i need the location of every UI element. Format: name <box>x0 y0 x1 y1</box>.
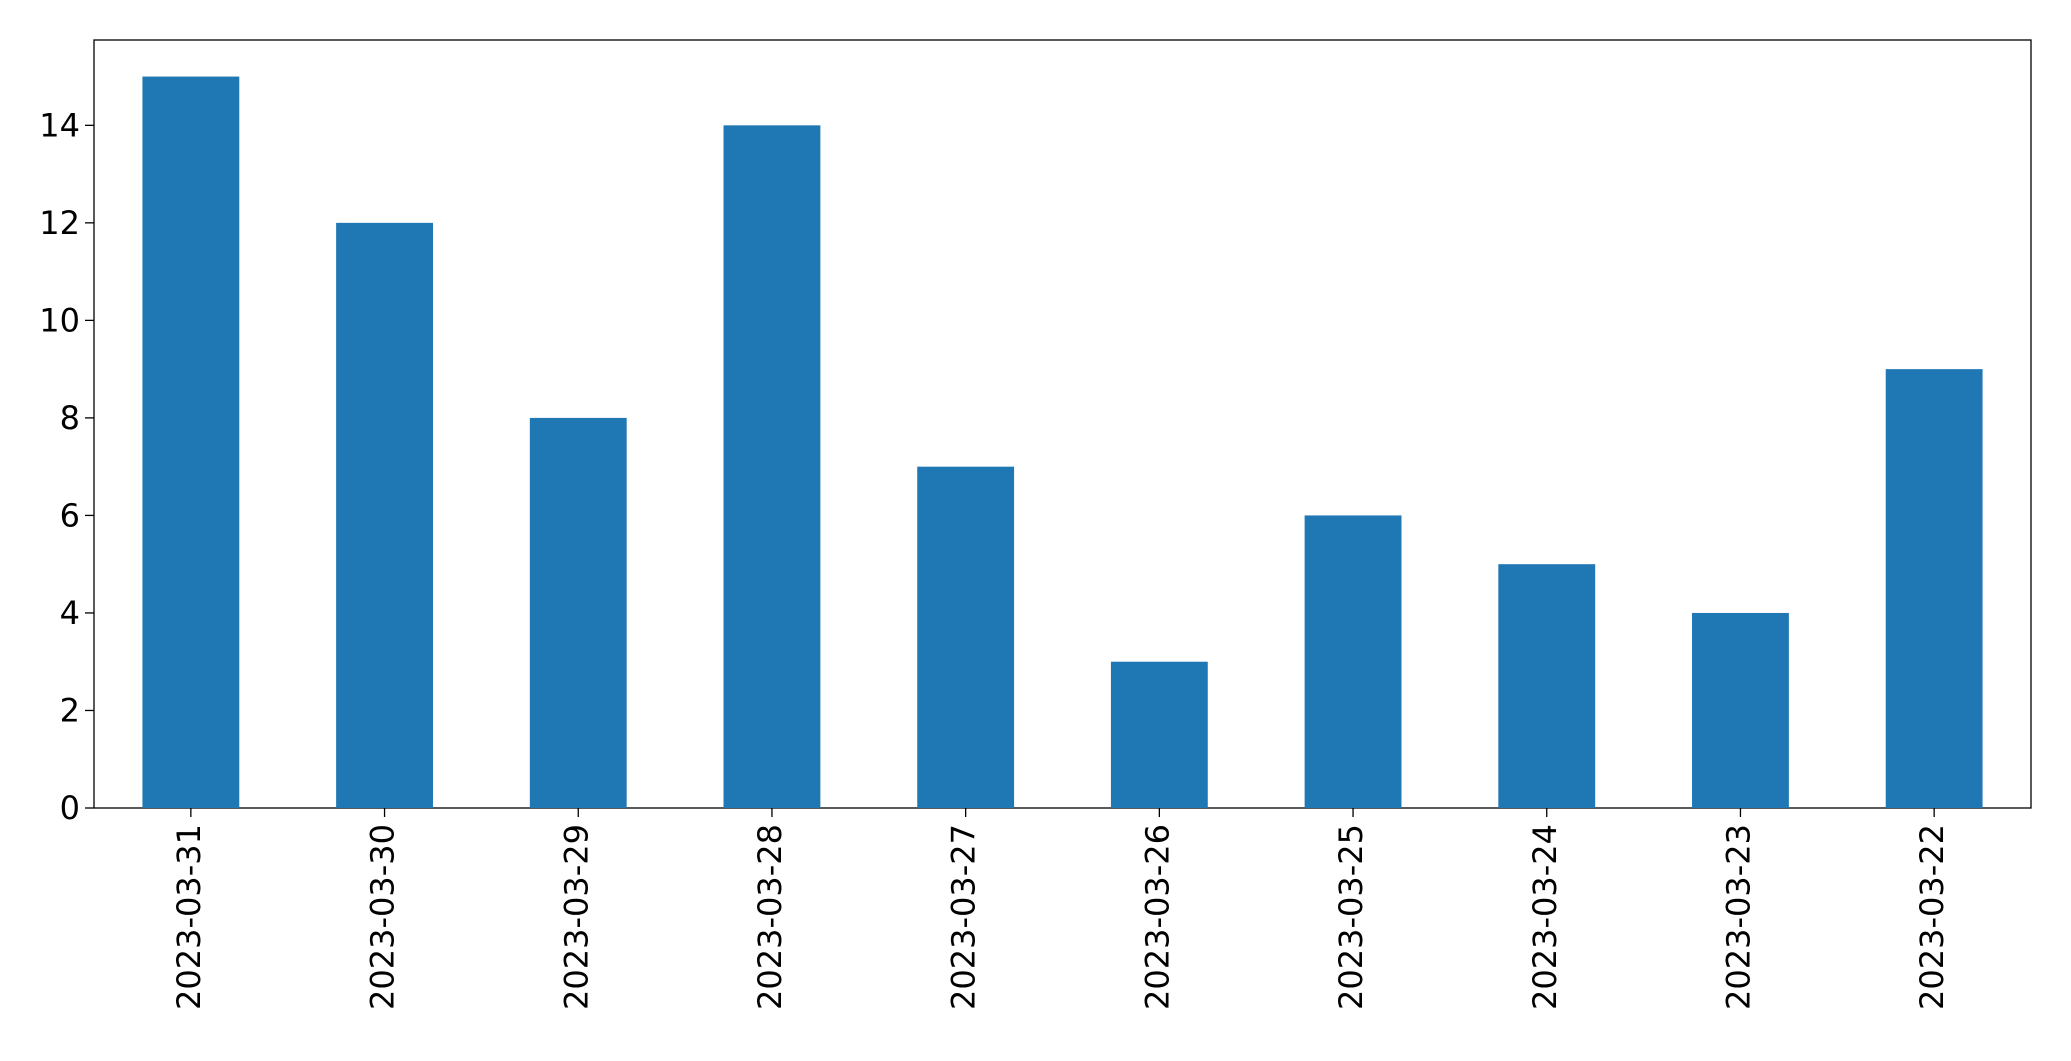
x-tick-label: 2023-03-23 <box>1719 824 1757 1010</box>
y-tick-label: 2 <box>60 691 80 729</box>
bar <box>1498 564 1596 808</box>
x-tick-label: 2023-03-31 <box>170 824 208 1010</box>
bar <box>336 222 433 808</box>
y-tick-label: 14 <box>39 106 80 144</box>
bar <box>917 466 1015 808</box>
x-tick-label: 2023-03-29 <box>557 824 595 1010</box>
bar <box>1885 369 1983 808</box>
x-tick-label: 2023-03-27 <box>945 824 983 1010</box>
y-tick-label: 10 <box>39 301 80 339</box>
bar <box>142 76 240 809</box>
bar <box>1692 612 1789 808</box>
bar <box>1304 515 1402 808</box>
y-tick-label: 6 <box>60 496 80 534</box>
plot-frame <box>93 39 2032 809</box>
x-tick-label: 2023-03-25 <box>1332 824 1370 1010</box>
x-tick-label: 2023-03-30 <box>364 824 402 1010</box>
y-tick-label: 8 <box>60 399 80 437</box>
y-tick-label: 0 <box>60 789 80 827</box>
x-tick-label: 2023-03-28 <box>751 824 789 1010</box>
x-tick-label: 2023-03-22 <box>1913 824 1951 1010</box>
y-tick-label: 12 <box>39 204 80 242</box>
bar <box>1110 661 1208 808</box>
x-tick-label: 2023-03-26 <box>1138 824 1176 1010</box>
bar <box>529 417 627 808</box>
y-tick-label: 4 <box>60 594 80 632</box>
x-tick-label: 2023-03-24 <box>1526 824 1564 1010</box>
bar <box>723 125 821 809</box>
